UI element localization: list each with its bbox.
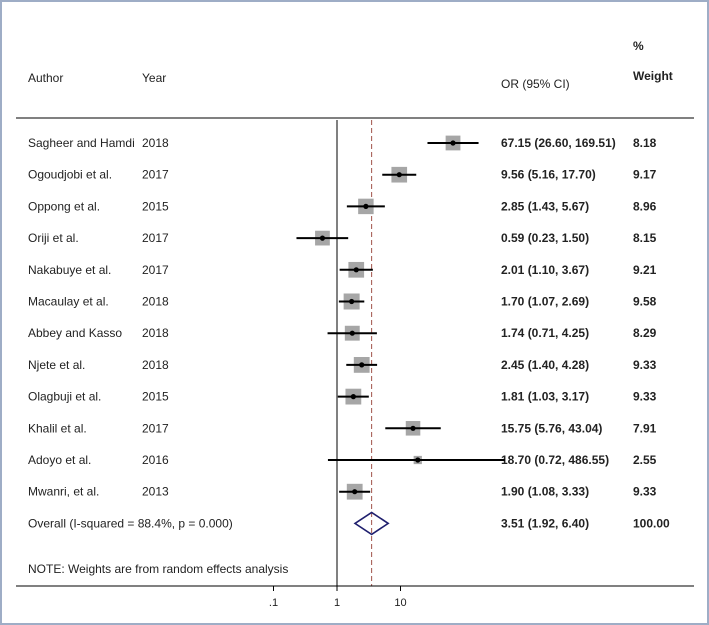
study-weight-label: 8.18 [633,136,657,150]
study-weight-label: 8.29 [633,326,657,340]
x-tick-label: .1 [269,597,278,609]
study-weight-label: 9.21 [633,263,657,277]
overall-label: Overall (I-squared = 88.4%, p = 0.000) [28,516,233,530]
study-year-label: 2017 [142,231,169,245]
study-point [352,489,358,495]
study-year-label: 2017 [142,263,169,277]
study-author-label: Njete et al. [28,358,85,372]
weight-header-label: Weight [633,69,673,83]
study-year-label: 2018 [142,326,169,340]
study-point [359,362,365,368]
study-or-label: 1.90 (1.08, 3.33) [501,485,589,499]
study-or-label: 2.85 (1.43, 5.67) [501,199,589,213]
study-author-label: Abbey and Kasso [28,326,122,340]
study-author-label: Olagbuji et al. [28,390,101,404]
study-author-label: Nakabuye et al. [28,263,111,277]
x-tick-label: 10 [394,597,406,609]
study-or-label: 67.15 (26.60, 169.51) [501,136,616,150]
study-weight-label: 8.15 [633,231,657,245]
study-or-label: 1.74 (0.71, 4.25) [501,326,589,340]
study-or-label: 1.81 (1.03, 3.17) [501,390,589,404]
footnote: NOTE: Weights are from random effects an… [28,562,288,576]
study-author-label: Khalil et al. [28,421,87,435]
study-year-label: 2015 [142,390,169,404]
study-point [353,267,359,273]
study-rows: Sagheer and Hamdi 2018 67.15 (26.60, 169.5… [28,120,670,586]
study-year-label: 2017 [142,421,169,435]
study-weight-label: 9.58 [633,295,657,309]
author-header: Author [28,71,63,85]
study-year-label: 2015 [142,199,169,213]
study-author-label: Macaulay et al. [28,295,109,309]
study-or-label: 18.70 (0.72, 486.55) [501,453,609,467]
study-weight-label: 9.33 [633,390,657,404]
study-weight-label: 9.17 [633,168,657,182]
study-or-label: 2.45 (1.40, 4.28) [501,358,589,372]
weight-header-percent: % [633,39,644,53]
study-or-label: 2.01 (1.10, 3.67) [501,263,589,277]
study-or-label: 0.59 (0.23, 1.50) [501,231,589,245]
study-point [319,235,326,241]
study-point [350,394,356,400]
study-point [415,457,421,463]
overall-weight-label: 100.00 [633,516,670,530]
study-point [349,330,355,336]
study-or-label: 9.56 (5.16, 17.70) [501,168,596,182]
year-header: Year [142,71,166,85]
study-point [450,140,456,146]
study-point [396,172,402,178]
study-weight-label: 2.55 [633,453,657,467]
x-tick-label: 1 [334,597,340,609]
study-or-label: 15.75 (5.76, 43.04) [501,421,602,435]
study-author-label: Oppong et al. [28,199,100,213]
x-axis: .1 1 10 [269,586,407,609]
study-point [349,298,355,305]
study-author-label: Oriji et al. [28,231,79,245]
study-point [363,203,369,209]
study-author-label: Sagheer and Hamdi [28,136,135,150]
overall-or-label: 3.51 (1.92, 6.40) [501,516,589,530]
study-year-label: 2017 [142,168,169,182]
study-or-label: 1.70 (1.07, 2.69) [501,295,589,309]
study-weight-label: 7.91 [633,421,657,435]
or-header: OR (95% CI) [501,77,570,91]
study-year-label: 2018 [142,295,169,309]
study-weight-label: 9.33 [633,358,657,372]
study-author-label: Adoyo et al. [28,453,91,467]
study-year-label: 2013 [142,485,169,499]
study-point [410,425,416,431]
study-year-label: 2018 [142,136,169,150]
study-year-label: 2016 [142,453,169,467]
study-weight-label: 9.33 [633,485,657,499]
study-author-label: Mwanri, et al. [28,485,99,499]
study-author-label: Ogoudjobi et al. [28,168,112,182]
study-weight-label: 8.96 [633,199,657,213]
overall-diamond [353,511,390,536]
study-year-label: 2018 [142,358,169,372]
